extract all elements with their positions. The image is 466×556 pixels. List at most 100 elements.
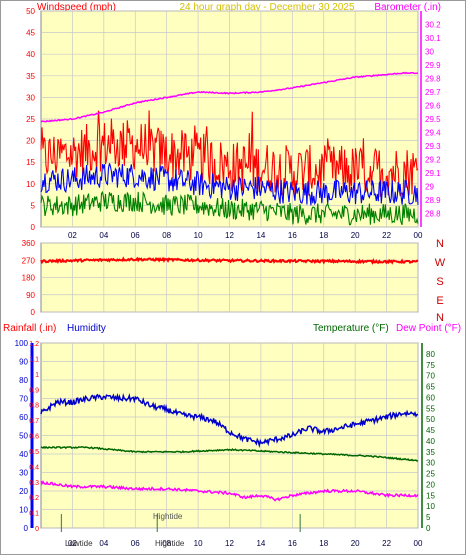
wind-x-tick-label: 06: [131, 231, 140, 240]
barometer-tick-label: 29.3: [425, 142, 441, 151]
barometer-tick-label: 30.2: [425, 21, 441, 30]
windspeed-tick-label: 45: [26, 29, 35, 38]
rainfall-tick-label: 0.2: [29, 495, 39, 502]
temperature-tick-label: 15: [426, 491, 435, 500]
humidity-x-tick-label: 14: [256, 539, 265, 548]
humidity-x-tick-label: 20: [351, 539, 360, 548]
temperature-tick-label: 70: [426, 372, 435, 381]
wind-x-tick-label: 18: [319, 231, 328, 240]
windspeed-tick-label: 10: [26, 180, 35, 189]
temperature-tick-label: 60: [426, 393, 435, 402]
direction-tick-label: 180: [22, 274, 36, 283]
temperature-tick-label: 40: [426, 437, 435, 446]
direction-tick-label: 360: [22, 239, 36, 248]
humidity-tick-label: 0: [24, 524, 29, 533]
rainfall-tick-label: 0.7: [29, 418, 39, 425]
windspeed-tick-label: 30: [26, 93, 35, 102]
humidity-tick-label: 40: [19, 450, 28, 459]
temperature-tick-label: 10: [426, 502, 435, 511]
temperature-tick-label: 35: [426, 448, 435, 457]
humidity-x-tick-label: 08: [162, 539, 171, 548]
compass-label: N: [436, 238, 444, 250]
graph-title: 24 hour graph day - December 30 2025: [179, 2, 355, 13]
humidity-x-tick-label: 22: [382, 539, 391, 548]
rainfall-tick-label: 0.8: [29, 403, 39, 410]
wind-x-tick-label: 20: [351, 231, 360, 240]
humidity-tick-label: 10: [19, 506, 28, 515]
humidity-line: [40, 392, 419, 449]
humidity-x-tick-label: 02: [68, 539, 77, 548]
temperature-tick-label: 5: [426, 513, 431, 522]
tide-label-hightide-upper: Hightide: [153, 512, 183, 521]
humidity-tick-label: 50: [19, 432, 28, 441]
temperature-tick-label: 55: [426, 404, 435, 413]
rainfall-tick-label: 0.4: [29, 464, 39, 471]
barometer-tick-label: 29.9: [425, 61, 441, 70]
barometer-tick-label: 28.9: [425, 196, 441, 205]
temperature-tick-label: 25: [426, 470, 435, 479]
rainfall-tick-label: 0.9: [29, 387, 39, 394]
direction-tick-label: 90: [26, 291, 35, 300]
windspeed-tick-label: 40: [26, 50, 35, 59]
humidity-tick-label: 70: [19, 395, 28, 404]
barometer-tick-label: 28.8: [425, 210, 441, 219]
tide-label-hightide: Hightide: [155, 539, 185, 548]
temperature-tick-label: 65: [426, 383, 435, 392]
wind-x-tick-label: 00: [414, 231, 423, 240]
barometer-tick-label: 29.7: [425, 88, 441, 97]
barometer-tick-label: 29: [425, 183, 434, 192]
windspeed-axis-title: Windspeed (mph): [37, 2, 116, 13]
humidity-x-tick-label: 16: [288, 539, 297, 548]
wind-x-tick-label: 14: [256, 231, 265, 240]
average-line: [40, 163, 419, 206]
humidity-x-tick-label: 12: [225, 539, 234, 548]
wind-x-tick-label: 08: [162, 231, 171, 240]
temperature-tick-label: 75: [426, 361, 435, 370]
humidity-x-tick-label: 00: [414, 539, 423, 548]
direction-tick-label: 270: [22, 256, 36, 265]
humidity-x-tick-label: 06: [131, 539, 140, 548]
wind-direction-line: [40, 256, 419, 265]
humidity-tick-label: 80: [19, 376, 28, 385]
wind-x-tick-label: 22: [382, 231, 391, 240]
temperature-tick-label: 0: [426, 524, 431, 533]
wind-x-tick-label: 16: [288, 231, 297, 240]
rainfall-tick-label: 0.3: [29, 480, 39, 487]
tide-label-lowtide: Lowtide: [65, 539, 93, 548]
rainfall-tick-label: 1: [35, 372, 39, 379]
direction-tick-label: 0: [31, 308, 36, 317]
barometer-tick-label: 30.1: [425, 34, 441, 43]
humidity-tick-label: 60: [19, 413, 28, 422]
temperature-tick-label: 80: [426, 350, 435, 359]
temperature-tick-label: 50: [426, 415, 435, 424]
barometer-line: [40, 71, 419, 123]
barometer-tick-label: 29.8: [425, 75, 441, 84]
rainfall-tick-label: 0.5: [29, 449, 39, 456]
rainfall-axis-title: Rainfall (.in): [3, 323, 56, 334]
dew-point-axis-title: Dew Point (°F): [396, 323, 461, 334]
windspeed-tick-label: 20: [26, 137, 35, 146]
humidity-axis-title: Humidity: [67, 323, 106, 334]
wind-x-tick-label: 10: [194, 231, 203, 240]
barometer-tick-label: 30: [425, 48, 434, 57]
rainfall-tick-label: 1.1: [29, 356, 39, 363]
windspeed-tick-label: 50: [26, 7, 35, 16]
humidity-x-tick-label: 10: [194, 539, 203, 548]
windspeed-tick-label: 35: [26, 72, 35, 81]
barometer-tick-label: 29.6: [425, 102, 441, 111]
wind-x-tick-label: 12: [225, 231, 234, 240]
temperature-axis-title: Temperature (°F): [313, 323, 389, 334]
rainfall-tick-label: 0: [35, 526, 39, 533]
rainfall-tick-label: 0.6: [29, 434, 39, 441]
humidity-x-tick-label: 18: [319, 539, 328, 548]
temperature-line: [40, 445, 419, 462]
humidity-tick-label: 30: [19, 469, 28, 478]
barometer-axis-title: Barometer (.in): [374, 2, 441, 13]
humidity-tick-label: 20: [19, 487, 28, 496]
wind-x-tick-label: 02: [68, 231, 77, 240]
rainfall-tick-label: 0.1: [29, 511, 39, 518]
gust-line: [40, 110, 419, 197]
wind-x-tick-label: 04: [99, 231, 108, 240]
